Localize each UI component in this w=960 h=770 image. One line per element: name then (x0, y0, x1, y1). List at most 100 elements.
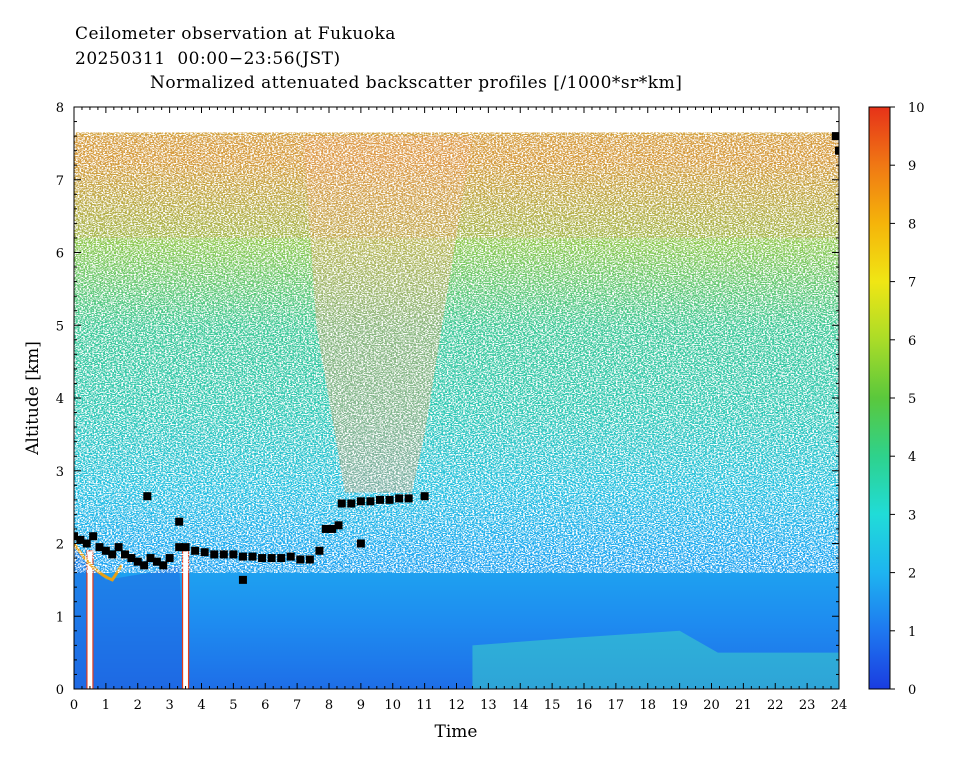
x-tick-label: 23 (799, 698, 816, 713)
low-level-layer (472, 630, 839, 689)
colorbar-tick-label: 8 (908, 217, 916, 232)
x-tick-label: 22 (767, 698, 784, 713)
cloud-base-point (347, 499, 356, 508)
cloud-base-point (277, 554, 286, 563)
cloud-base-point (404, 494, 413, 503)
x-tick-label: 3 (165, 698, 173, 713)
x-tick-label: 24 (831, 698, 848, 713)
x-tick-label: 8 (325, 698, 333, 713)
cloud-base-point (159, 561, 168, 570)
cloud-base-point (321, 524, 330, 533)
cloud-base-point (238, 552, 247, 561)
x-tick-label: 18 (639, 698, 656, 713)
cloud-base-point (146, 554, 155, 563)
x-tick-label: 19 (671, 698, 688, 713)
cloud-base-point (356, 539, 365, 548)
cloud-base-point (108, 550, 117, 559)
y-tick-label: 8 (56, 101, 64, 116)
colorbar-tick-label: 2 (908, 567, 916, 582)
cloud-base-point (89, 532, 98, 541)
x-tick-label: 11 (416, 698, 433, 713)
chart-title-line1: Ceilometer observation at Fukuoka (75, 24, 396, 44)
x-axis-title: Time (435, 722, 478, 742)
y-tick-label: 1 (56, 610, 64, 625)
colorbar-gradient (868, 106, 891, 690)
cloud-base-point (152, 557, 161, 566)
cloud-base-point (267, 554, 276, 563)
cloud-base-point (76, 535, 85, 544)
cloud-base-point (95, 543, 104, 552)
colorbar-tick-label: 4 (908, 450, 916, 465)
plot-area (74, 132, 839, 689)
cloud-base-point (305, 555, 314, 564)
y-tick-label: 6 (56, 247, 64, 262)
cloud-base-point (165, 554, 174, 563)
cloud-base-point (114, 543, 123, 552)
chart-title-line2: 20250311 00:00−23:56(JST) (75, 49, 341, 69)
chart-title-line3: Normalized attenuated backscatter profil… (150, 73, 683, 93)
noise-speckle (74, 132, 839, 573)
x-tick-label: 16 (576, 698, 593, 713)
cloud-base-point (175, 517, 184, 526)
colorbar-tick-label: 1 (908, 625, 916, 640)
cloud-base-point (328, 524, 337, 533)
x-tick-label: 1 (102, 698, 110, 713)
cloud-base-point (127, 554, 136, 563)
cloud-base-point (140, 561, 149, 570)
y-tick-label: 0 (56, 683, 64, 698)
colorbar-tick-label: 10 (908, 101, 925, 116)
cloud-base-point (337, 499, 346, 508)
cloud-base-point (219, 550, 228, 559)
y-tick-label: 3 (56, 465, 64, 480)
cloud-base-point (420, 492, 429, 501)
cloud-base-point (238, 575, 247, 584)
y-tick-label: 2 (56, 538, 64, 553)
cloud-base-point (334, 521, 343, 530)
x-tick-label: 17 (608, 698, 625, 713)
x-tick-label: 0 (70, 698, 78, 713)
y-tick-label: 4 (56, 392, 64, 407)
x-tick-label: 15 (544, 698, 561, 713)
cloud-base-point (385, 495, 394, 504)
cloud-base-point (286, 552, 295, 561)
colorbar: 0 1 2 3 4 5 6 7 8 9 10 (868, 101, 925, 698)
x-tick-label: 14 (512, 698, 529, 713)
cloud-base-point (229, 550, 238, 559)
x-tick-label: 12 (448, 698, 465, 713)
y-tick-label: 5 (56, 319, 64, 334)
x-tick-label: 21 (735, 698, 752, 713)
x-tick-label: 10 (384, 698, 401, 713)
cloud-base-point (181, 543, 190, 552)
y-tick-label: 7 (56, 174, 64, 189)
cloud-base-point (175, 543, 184, 552)
cloud-base-point (210, 550, 219, 559)
colorbar-tick-label: 5 (908, 392, 916, 407)
cloud-base-point (356, 497, 365, 506)
colorbar-tick-label: 6 (908, 334, 916, 349)
cloud-base-point (74, 532, 78, 541)
y-axis-title: Altitude [km] (23, 341, 43, 456)
cloud-base-point (831, 132, 839, 141)
colorbar-tick-label: 0 (908, 683, 916, 698)
cloud-base-point (101, 546, 110, 555)
cloud-base-point (376, 495, 384, 504)
x-tick-label: 9 (357, 698, 365, 713)
cloud-base-point (200, 548, 209, 557)
cloud-base-point (121, 550, 129, 559)
x-tick-label: 2 (134, 698, 142, 713)
x-tick-label: 7 (293, 698, 301, 713)
x-tick-label: 4 (197, 698, 205, 713)
x-tick-label: 13 (480, 698, 497, 713)
cloud-base-point (315, 546, 324, 555)
x-tick-label: 20 (703, 698, 720, 713)
colorbar-tick-label: 7 (908, 276, 916, 291)
cloud-base-point (296, 555, 305, 564)
cloud-base-point (82, 539, 91, 548)
cloud-base-point (366, 497, 375, 506)
cloud-base-point (133, 557, 142, 566)
colorbar-tick-label: 3 (908, 508, 916, 523)
x-tick-label: 6 (261, 698, 269, 713)
cloud-base-point (191, 546, 200, 555)
cloud-base-point (395, 494, 404, 503)
